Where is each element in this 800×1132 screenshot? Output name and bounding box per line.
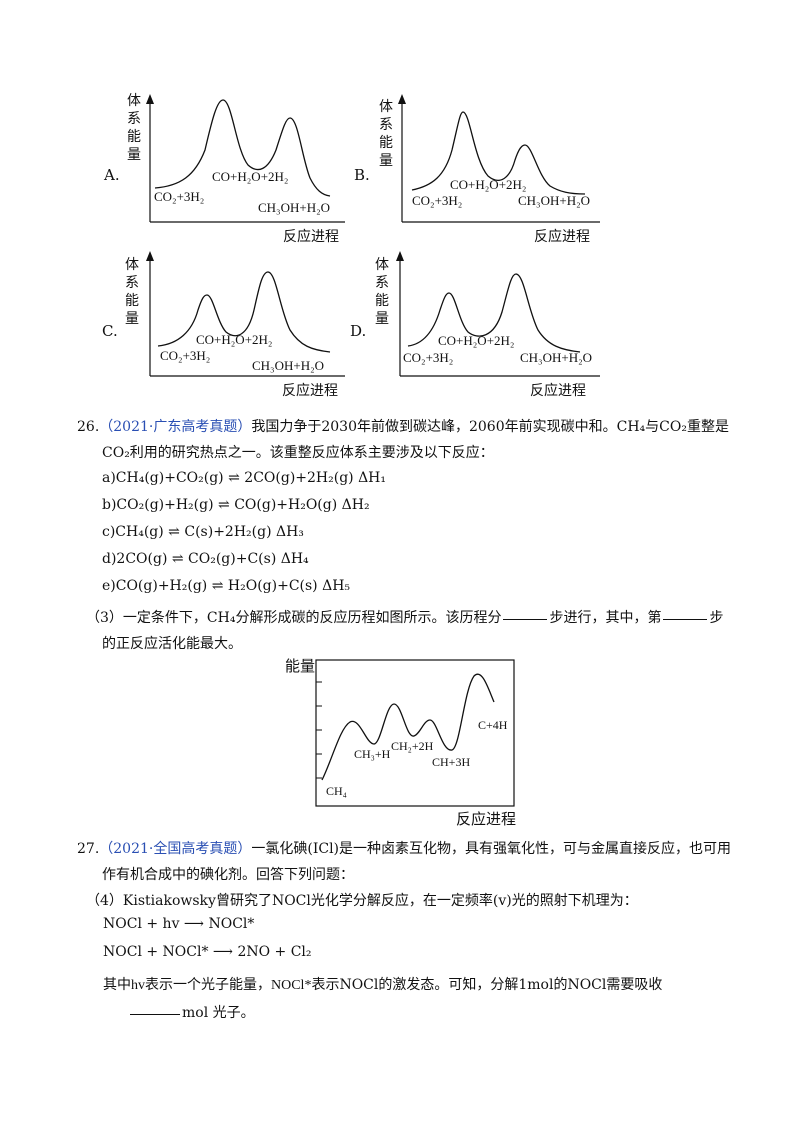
q26-sub3-line2: 的正反应活化能最大。 (102, 636, 242, 652)
q26-reaction-d: d)2CO(g) ⇌ CO₂(g)+C(s) ΔH₄ (102, 551, 309, 567)
option-a-y-label: 体系能量 (127, 93, 141, 163)
q27-source: （2021·全国高考真题） (99, 841, 252, 857)
option-a-x-label: 反应进程 (283, 229, 339, 245)
option-a-letter: A. (104, 166, 120, 184)
q26-species-ch3: CH₃+H (354, 747, 391, 761)
option-b-reactants: CO₂+3H₂ (412, 193, 463, 208)
equilibrium-arrow-icon: ⇌ (163, 524, 185, 540)
equilibrium-arrow-icon: ⇌ (167, 551, 189, 567)
q26-stem-line1: 26.（2021·广东高考真题）我国力争于2030年前做到碳达峰，2060年前实… (77, 416, 729, 436)
option-d-letter: D. (350, 322, 367, 340)
option-a-reactants: CO₂+3H₂ (154, 189, 205, 204)
equilibrium-arrow-icon: ⇌ (207, 578, 228, 594)
option-d-plot (396, 251, 600, 377)
q27-stem-text: 一氯化碘(ICl)是一种卤素互化物，具有强氧化性，可与金属直接反应，也可用 (251, 841, 732, 857)
q27-mechanism-2: NOCl + NOCl* ⟶ 2NO + Cl₂ (103, 944, 312, 960)
q26-reaction-e: e)CO(g)+H₂(g) ⇌ H₂O(g)+C(s) ΔH₅ (102, 578, 351, 594)
option-c-products: CH₃OH+H₂O (252, 358, 325, 373)
q26-stem-text: 我国力争于2030年前做到碳达峰，2060年前实现碳中和。CH₄与CO₂重整是 (251, 419, 729, 435)
option-d-energy-curve (407, 273, 581, 353)
option-c-energy-curve (157, 271, 331, 353)
q27-note-line1: 其中hv表示一个光子能量，NOCl*表示NOCl的激发态。可知，分解1mol的N… (103, 977, 663, 993)
equilibrium-arrow-icon: ⇌ (213, 497, 235, 513)
q27-stem-line1: 27.（2021·全国高考真题）一氯化碘(ICl)是一种卤素互化物，具有强氧化性… (77, 838, 731, 858)
q26-source: （2021·广东高考真题） (99, 419, 252, 435)
q26-reaction-c: c)CH₄(g) ⇌ C(s)+2H₂(g) ΔH₃ (102, 524, 304, 540)
q27-note-line2: mol 光子。 (128, 1002, 255, 1022)
q26-figure-x-label: 反应进程 (456, 810, 517, 828)
option-d-intermediate: CO+H₂O+2H₂ (438, 333, 515, 348)
option-d-x-label: 反应进程 (530, 383, 586, 399)
option-c-intermediate: CO+H₂O+2H₂ (196, 332, 273, 347)
option-a-intermediate: CO+H₂O+2H₂ (212, 169, 289, 184)
option-b-plot (398, 94, 600, 223)
q26-species-ch: CH+3H (432, 755, 471, 769)
option-c-letter: C. (102, 322, 118, 340)
option-a-plot (146, 94, 345, 223)
option-a-energy-curve (154, 99, 331, 197)
answer-blank-1[interactable] (503, 618, 548, 620)
option-c-y-label: 体系能量 (125, 257, 139, 327)
answer-blank-2[interactable] (663, 618, 708, 620)
option-b-products: CH₃OH+H₂O (518, 193, 591, 208)
option-d-products: CH₃OH+H₂O (520, 350, 593, 365)
equilibrium-arrow-icon: ⇌ (223, 470, 245, 486)
q26-energy-curve (321, 673, 495, 781)
q27-number: 27. (77, 841, 100, 857)
option-b-y-label: 体系能量 (379, 99, 393, 169)
q26-species-ch2: CH₂+2H (391, 739, 434, 753)
option-b-x-label: 反应进程 (534, 229, 590, 245)
option-b-energy-curve (411, 111, 586, 195)
option-a-products: CH₃OH+H₂O (258, 200, 331, 215)
q27-mechanism-1: NOCl + hv ⟶ NOCl* (103, 916, 255, 932)
q26-number: 26. (77, 419, 100, 435)
q27-stem-line2: 作有机合成中的碘化剂。回答下列问题： (102, 867, 354, 883)
answer-blank-3[interactable] (130, 1013, 180, 1015)
q26-figure-plot (315, 659, 515, 807)
option-b-intermediate: CO+H₂O+2H₂ (450, 177, 527, 192)
q27-sub4: （4）Kistiakowsky曾研究了NOCl光化学分解反应，在一定频率(v)光… (86, 893, 638, 909)
q26-figure-y-label: 能量 (285, 657, 316, 675)
option-c-x-label: 反应进程 (282, 383, 338, 399)
option-c-reactants: CO₂+3H₂ (160, 348, 211, 363)
q26-species-c: C+4H (478, 718, 508, 732)
option-b-letter: B. (354, 166, 370, 184)
option-c-plot (146, 251, 345, 377)
q26-reaction-b: b)CO₂(g)+H₂(g) ⇌ CO(g)+H₂O(g) ΔH₂ (102, 497, 370, 513)
q26-reaction-a: a)CH₄(g)+CO₂(g) ⇌ 2CO(g)+2H₂(g) ΔH₁ (102, 470, 387, 486)
option-d-reactants: CO₂+3H₂ (403, 350, 454, 365)
q26-sub3-line1: （3）一定条件下，CH₄分解形成碳的反应历程如图所示。该历程分 步进行，其中，第步 (86, 610, 724, 626)
q26-stem-line2: CO₂利用的研究热点之一。该重整反应体系主要涉及以下反应： (102, 445, 494, 461)
reaction-arrow-icon: ⟶ (208, 944, 238, 960)
reaction-arrow-icon: ⟶ (179, 916, 209, 932)
q26-species-ch4: CH₄ (326, 784, 347, 798)
option-d-y-label: 体系能量 (375, 257, 389, 327)
